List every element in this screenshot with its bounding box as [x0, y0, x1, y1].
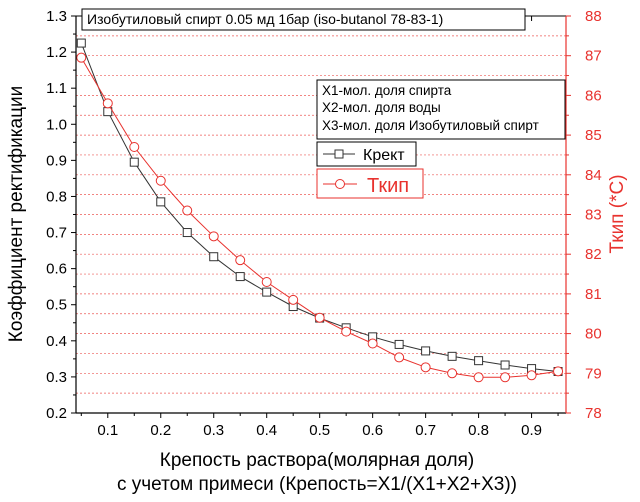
y-left-tick-label: 0.9: [46, 152, 67, 169]
x-tick-label: 0.2: [150, 422, 171, 439]
y-left-tick-label: 0.2: [46, 405, 67, 422]
chart-title: Изобутиловый спирт 0.05 мд 1бар (iso-but…: [87, 11, 443, 27]
data-point-tkip: [182, 205, 193, 216]
data-point-tkip: [208, 231, 219, 242]
data-point-tkip: [314, 312, 325, 323]
data-point-tkip: [76, 52, 87, 63]
x-tick-label: 0.1: [97, 422, 118, 439]
data-point-tkip: [261, 276, 272, 287]
y-right-tick-label: 78: [585, 405, 602, 422]
data-point-krekt: [235, 272, 245, 282]
data-point-tkip: [420, 362, 431, 373]
data-point-krekt: [76, 38, 86, 48]
data-point-tkip: [341, 326, 352, 337]
data-point-krekt: [262, 287, 272, 297]
y-left-tick-label: 1.0: [46, 116, 67, 133]
data-point-tkip: [500, 372, 511, 383]
data-point-krekt: [421, 346, 431, 356]
y-right-tick-label: 82: [585, 246, 602, 263]
data-point-tkip: [288, 294, 299, 305]
data-point-krekt: [474, 356, 484, 366]
data-point-krekt: [182, 228, 192, 238]
x-tick-label: 0.8: [468, 422, 489, 439]
y-right-tick-label: 83: [585, 207, 602, 224]
x-tick-label: 0.5: [309, 422, 330, 439]
series-layer: [76, 38, 564, 383]
y-left-tick-label: 0.5: [46, 297, 67, 314]
x-axis-title-line1: Крепость раствора(молярная доля): [160, 450, 474, 471]
x-tick-label: 0.4: [256, 422, 277, 439]
x-axis-title-line2: с учетом примеси (Крепость=X1/(X1+X2+X3)…: [117, 474, 517, 495]
y-left-tick-label: 0.7: [46, 225, 67, 242]
data-point-tkip: [553, 366, 564, 377]
legend-tkip-marker: [335, 179, 345, 189]
axis-ticks: 0.1 0.2 0.3 0.4 0.5 0.6 0.7 0.8 0.9 0.2 0.3 0.4 0.5 0…: [46, 8, 602, 439]
data-point-krekt: [129, 157, 139, 167]
legend-info-x1: X1-мол. доля спирта: [322, 83, 452, 98]
data-point-krekt: [447, 351, 457, 361]
data-point-tkip: [235, 255, 246, 266]
data-point-krekt: [156, 197, 166, 207]
data-point-tkip: [155, 175, 166, 186]
legend-krekt-label: Крект: [363, 147, 405, 164]
y-left-tick-label: 0.6: [46, 261, 67, 278]
y-left-tick-label: 1.3: [46, 8, 67, 25]
data-point-tkip: [129, 142, 140, 153]
title-box: [81, 8, 526, 31]
y-left-tick-label: 0.4: [46, 333, 67, 350]
x-tick-label: 0.6: [362, 422, 383, 439]
data-point-krekt: [394, 339, 404, 349]
legend-info-box: [316, 79, 566, 140]
y-right-axis-title: Ткип (*C): [607, 174, 628, 253]
data-point-tkip: [447, 368, 458, 379]
y-left-tick-label: 1.1: [46, 80, 67, 97]
legend-info-x3: X3-мол. доля Изобутиловый спирт: [322, 118, 539, 133]
x-tick-label: 0.3: [203, 422, 224, 439]
data-point-tkip: [526, 370, 537, 381]
y-left-tick-label: 0.3: [46, 369, 67, 386]
y-left-tick-label: 1.2: [46, 44, 67, 61]
y-right-tick-label: 84: [585, 167, 602, 184]
y-right-tick-label: 87: [585, 48, 602, 65]
y-left-axis-title: Коэффициент ректификации: [6, 86, 27, 342]
x-tick-label: 0.7: [415, 422, 436, 439]
y-right-tick-label: 85: [585, 127, 602, 144]
legend-info-x2: X2-мол. доля воды: [322, 100, 441, 115]
x-tick-label: 0.9: [521, 422, 542, 439]
legend-tkip-label: Ткип: [367, 175, 409, 197]
y-right-tick-label: 81: [585, 286, 602, 303]
data-point-tkip: [102, 98, 113, 109]
data-point-tkip: [394, 352, 405, 363]
data-point-krekt: [500, 360, 510, 370]
y-right-tick-label: 86: [585, 87, 602, 104]
y-left-tick-label: 0.8: [46, 188, 67, 205]
y-right-tick-label: 80: [585, 326, 602, 343]
y-right-tick-label: 79: [585, 365, 602, 382]
data-point-tkip: [367, 338, 378, 349]
legend-krekt-marker: [334, 149, 344, 159]
data-point-tkip: [473, 372, 484, 383]
y-right-tick-label: 88: [585, 8, 602, 25]
data-point-krekt: [209, 252, 219, 262]
